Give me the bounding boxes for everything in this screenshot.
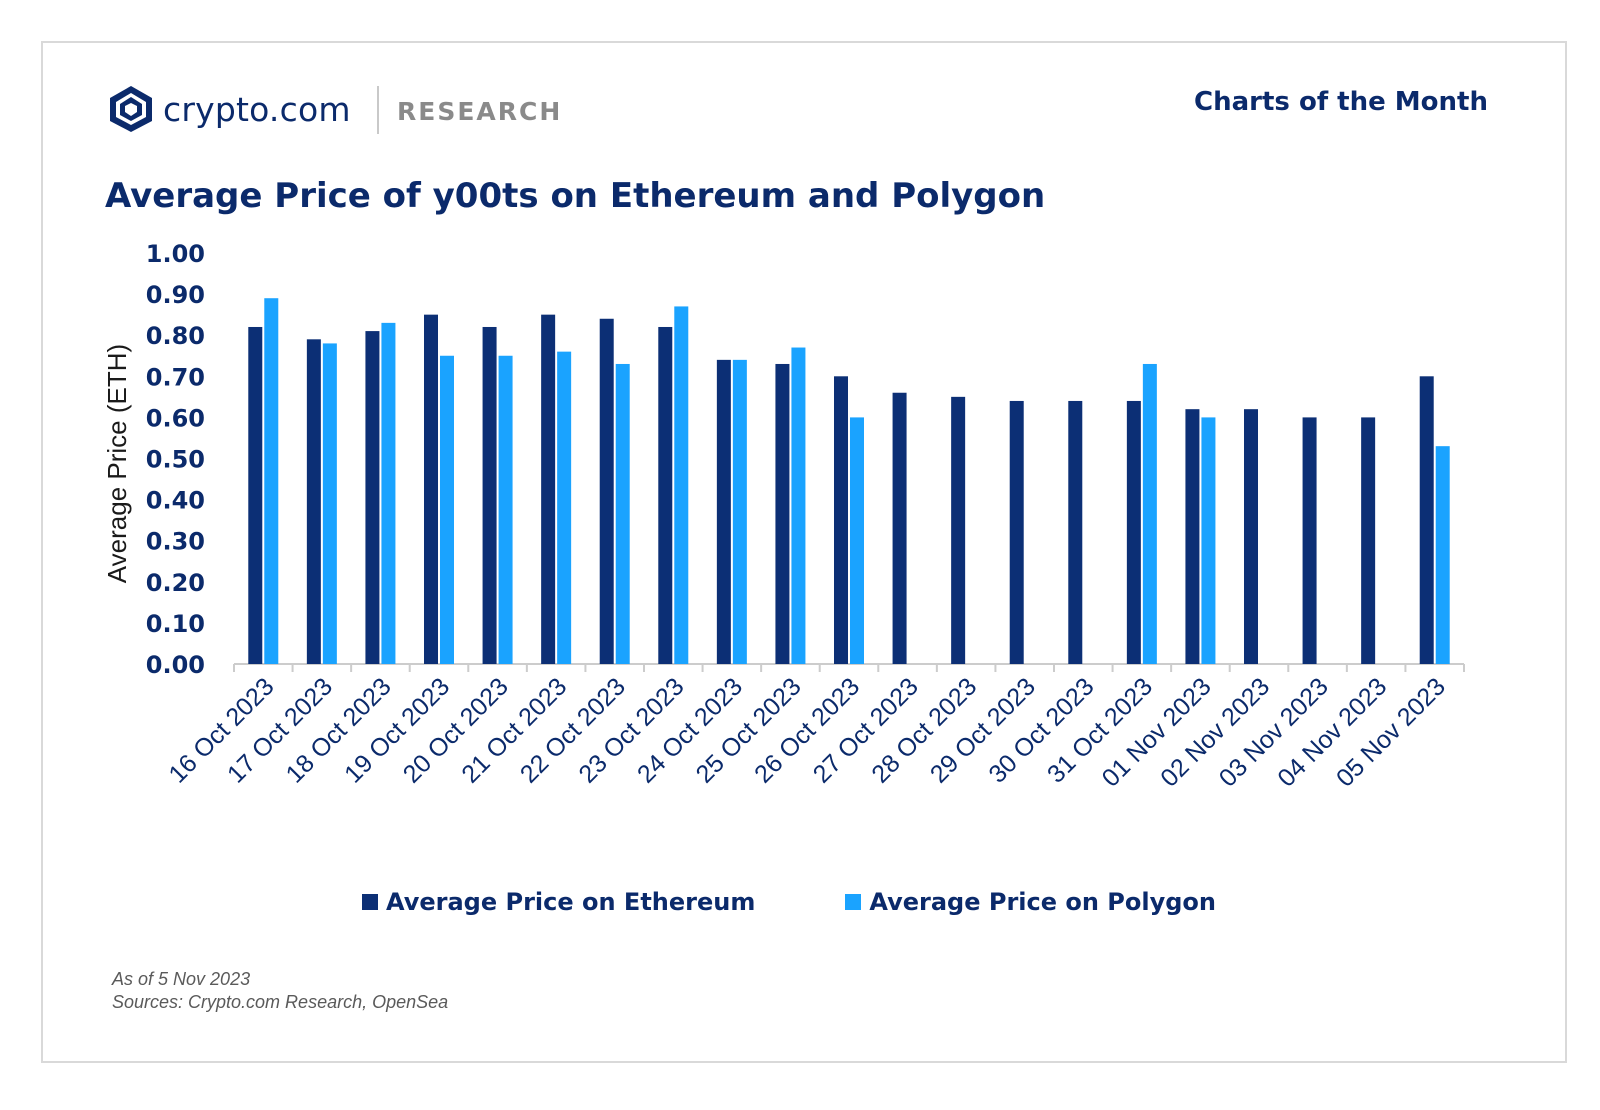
chart-title: Average Price of y00ts on Ethereum and P… xyxy=(105,176,1046,216)
bar-ethereum xyxy=(1009,400,1024,664)
as-of-note: As of 5 Nov 2023 xyxy=(112,969,251,989)
bar-polygon xyxy=(732,359,747,664)
bar-polygon xyxy=(1435,446,1450,664)
bar-ethereum xyxy=(716,359,731,664)
brand-section: RESEARCH xyxy=(397,97,563,126)
y-tick-label: 0.00 xyxy=(146,651,205,679)
legend-label-ethereum: Average Price on Ethereum xyxy=(386,888,756,916)
legend-swatch-polygon xyxy=(845,894,862,910)
bar-polygon xyxy=(791,347,806,664)
bar-polygon xyxy=(557,351,572,664)
legend-label-polygon: Average Price on Polygon xyxy=(869,888,1217,916)
y-tick-label: 1.00 xyxy=(146,240,205,268)
bar-ethereum xyxy=(599,318,614,664)
chart-notes: As of 5 Nov 2023 Sources: Crypto.com Res… xyxy=(112,968,448,1014)
brand-logo: crypto.com xyxy=(109,85,351,133)
bar-ethereum xyxy=(775,363,790,664)
y-tick-label: 0.20 xyxy=(146,569,205,597)
bar-ethereum xyxy=(541,314,556,664)
legend-item-ethereum: Average Price on Ethereum xyxy=(362,888,755,916)
y-tick-label: 0.70 xyxy=(146,363,205,391)
bar-ethereum xyxy=(1361,417,1376,664)
bar-ethereum xyxy=(482,326,497,664)
sources-note: Sources: Crypto.com Research, OpenSea xyxy=(112,992,449,1012)
y-tick-label: 0.40 xyxy=(146,487,205,515)
bar-ethereum xyxy=(1244,409,1258,664)
y-axis-label: Average Price (ETH) xyxy=(102,344,132,583)
bar-polygon xyxy=(615,363,630,664)
y-tick-label: 0.90 xyxy=(146,281,205,309)
bar-polygon xyxy=(850,417,864,664)
bar-ethereum xyxy=(892,392,907,664)
brand-name: crypto.com xyxy=(163,89,351,129)
legend-item-polygon: Average Price on Polygon xyxy=(845,888,1216,916)
bar-polygon xyxy=(1142,363,1157,664)
bar-ethereum xyxy=(424,314,438,664)
bar-ethereum xyxy=(1126,400,1141,664)
y-tick-label: 0.60 xyxy=(146,404,205,432)
bar-ethereum xyxy=(306,339,321,664)
bar-ethereum xyxy=(951,396,966,664)
bar-ethereum xyxy=(1068,400,1083,664)
bar-polygon xyxy=(674,306,689,664)
crypto-com-logo-icon xyxy=(110,86,152,132)
bar-polygon xyxy=(322,343,337,664)
legend-swatch-ethereum xyxy=(362,894,378,910)
bar-ethereum xyxy=(834,376,848,664)
y-tick-label: 0.80 xyxy=(146,322,205,350)
bar-ethereum xyxy=(658,326,673,664)
y-tick-label: 0.10 xyxy=(146,610,205,638)
bar-polygon xyxy=(1201,417,1216,664)
bar-polygon xyxy=(381,322,396,664)
bar-ethereum xyxy=(1302,417,1317,664)
bar-polygon xyxy=(440,355,454,664)
chart-legend: Average Price on Ethereum Average Price … xyxy=(362,888,1306,916)
bar-polygon xyxy=(498,355,513,664)
bar-ethereum xyxy=(365,331,380,664)
bar-polygon xyxy=(264,298,279,664)
bar-ethereum xyxy=(1185,409,1200,664)
bar-ethereum xyxy=(248,326,263,664)
y-tick-label: 0.30 xyxy=(146,528,205,556)
y-tick-label: 0.50 xyxy=(146,446,205,474)
logo-divider xyxy=(377,86,379,134)
series-label: Charts of the Month xyxy=(1194,87,1488,117)
bar-ethereum xyxy=(1419,376,1434,664)
